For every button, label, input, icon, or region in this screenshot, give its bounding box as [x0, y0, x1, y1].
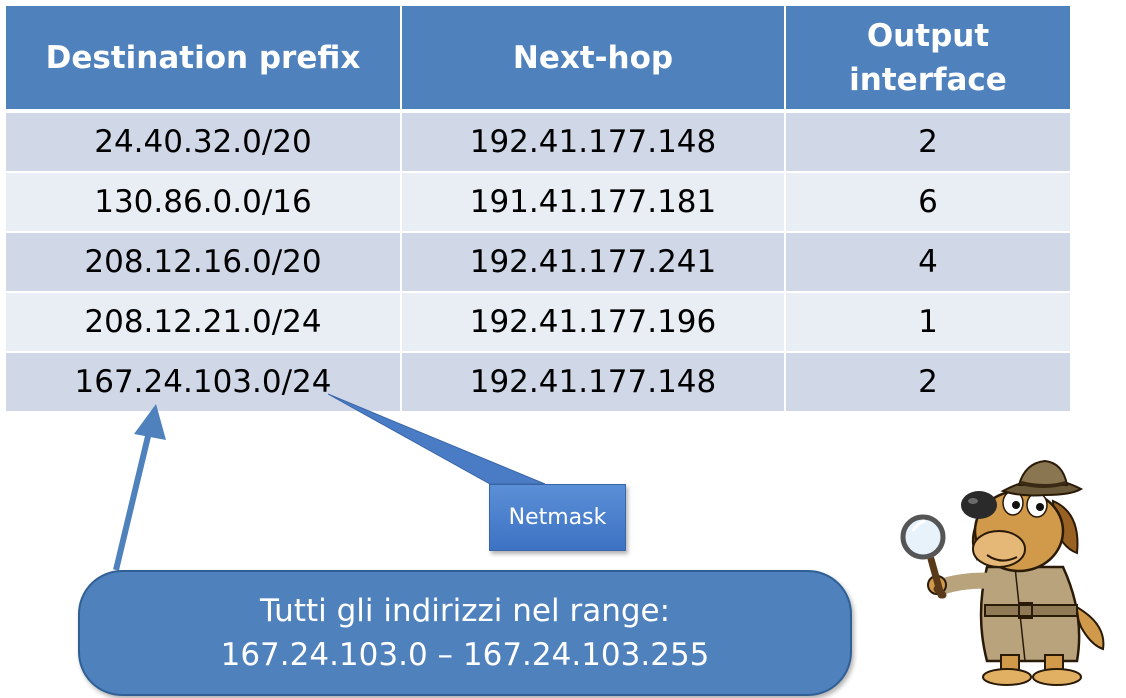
next-hop-cell: 192.41.177.196	[402, 293, 786, 353]
table-row: 130.86.0.0/16 191.41.177.181 6	[6, 173, 1070, 233]
output-interface-cell: 2	[786, 113, 1070, 173]
output-interface-cell: 6	[786, 173, 1070, 233]
range-arrow-head	[134, 404, 166, 440]
next-hop-cell: 192.41.177.148	[402, 113, 786, 173]
routing-table: Destination prefix Next-hop Output inter…	[6, 6, 1070, 413]
table-row: 167.24.103.0/24 192.41.177.148 2	[6, 353, 1070, 413]
output-interface-cell: 2	[786, 353, 1070, 413]
output-interface-cell: 1	[786, 293, 1070, 353]
table-row: 208.12.16.0/20 192.41.177.241 4	[6, 233, 1070, 293]
column-header-destination-prefix: Destination prefix	[6, 6, 402, 113]
destination-prefix-cell: 24.40.32.0/20	[6, 113, 402, 173]
range-arrow-shaft	[113, 427, 153, 571]
next-hop-cell: 191.41.177.181	[402, 173, 786, 233]
column-header-output-interface: Output interface	[786, 6, 1070, 113]
table-header-row: Destination prefix Next-hop Output inter…	[6, 6, 1070, 113]
address-range-callout: Tutti gli indirizzi nel range: 167.24.10…	[78, 570, 852, 696]
netmask-callout: Netmask	[489, 484, 626, 551]
address-range-value: 167.24.103.0 – 167.24.103.255	[220, 637, 710, 673]
detective-dog-icon	[900, 459, 1105, 686]
column-header-next-hop: Next-hop	[402, 6, 786, 113]
table-row: 208.12.21.0/24 192.41.177.196 1	[6, 293, 1070, 353]
table-row: 24.40.32.0/20 192.41.177.148 2	[6, 113, 1070, 173]
destination-prefix-cell: 208.12.16.0/20	[6, 233, 402, 293]
netmask-callout-pointer	[327, 393, 546, 485]
next-hop-cell: 192.41.177.148	[402, 353, 786, 413]
address-range-title: Tutti gli indirizzi nel range:	[259, 593, 671, 629]
output-interface-cell: 4	[786, 233, 1070, 293]
next-hop-cell: 192.41.177.241	[402, 233, 786, 293]
destination-prefix-cell: 130.86.0.0/16	[6, 173, 402, 233]
destination-prefix-cell: 167.24.103.0/24	[6, 353, 402, 413]
destination-prefix-cell: 208.12.21.0/24	[6, 293, 402, 353]
